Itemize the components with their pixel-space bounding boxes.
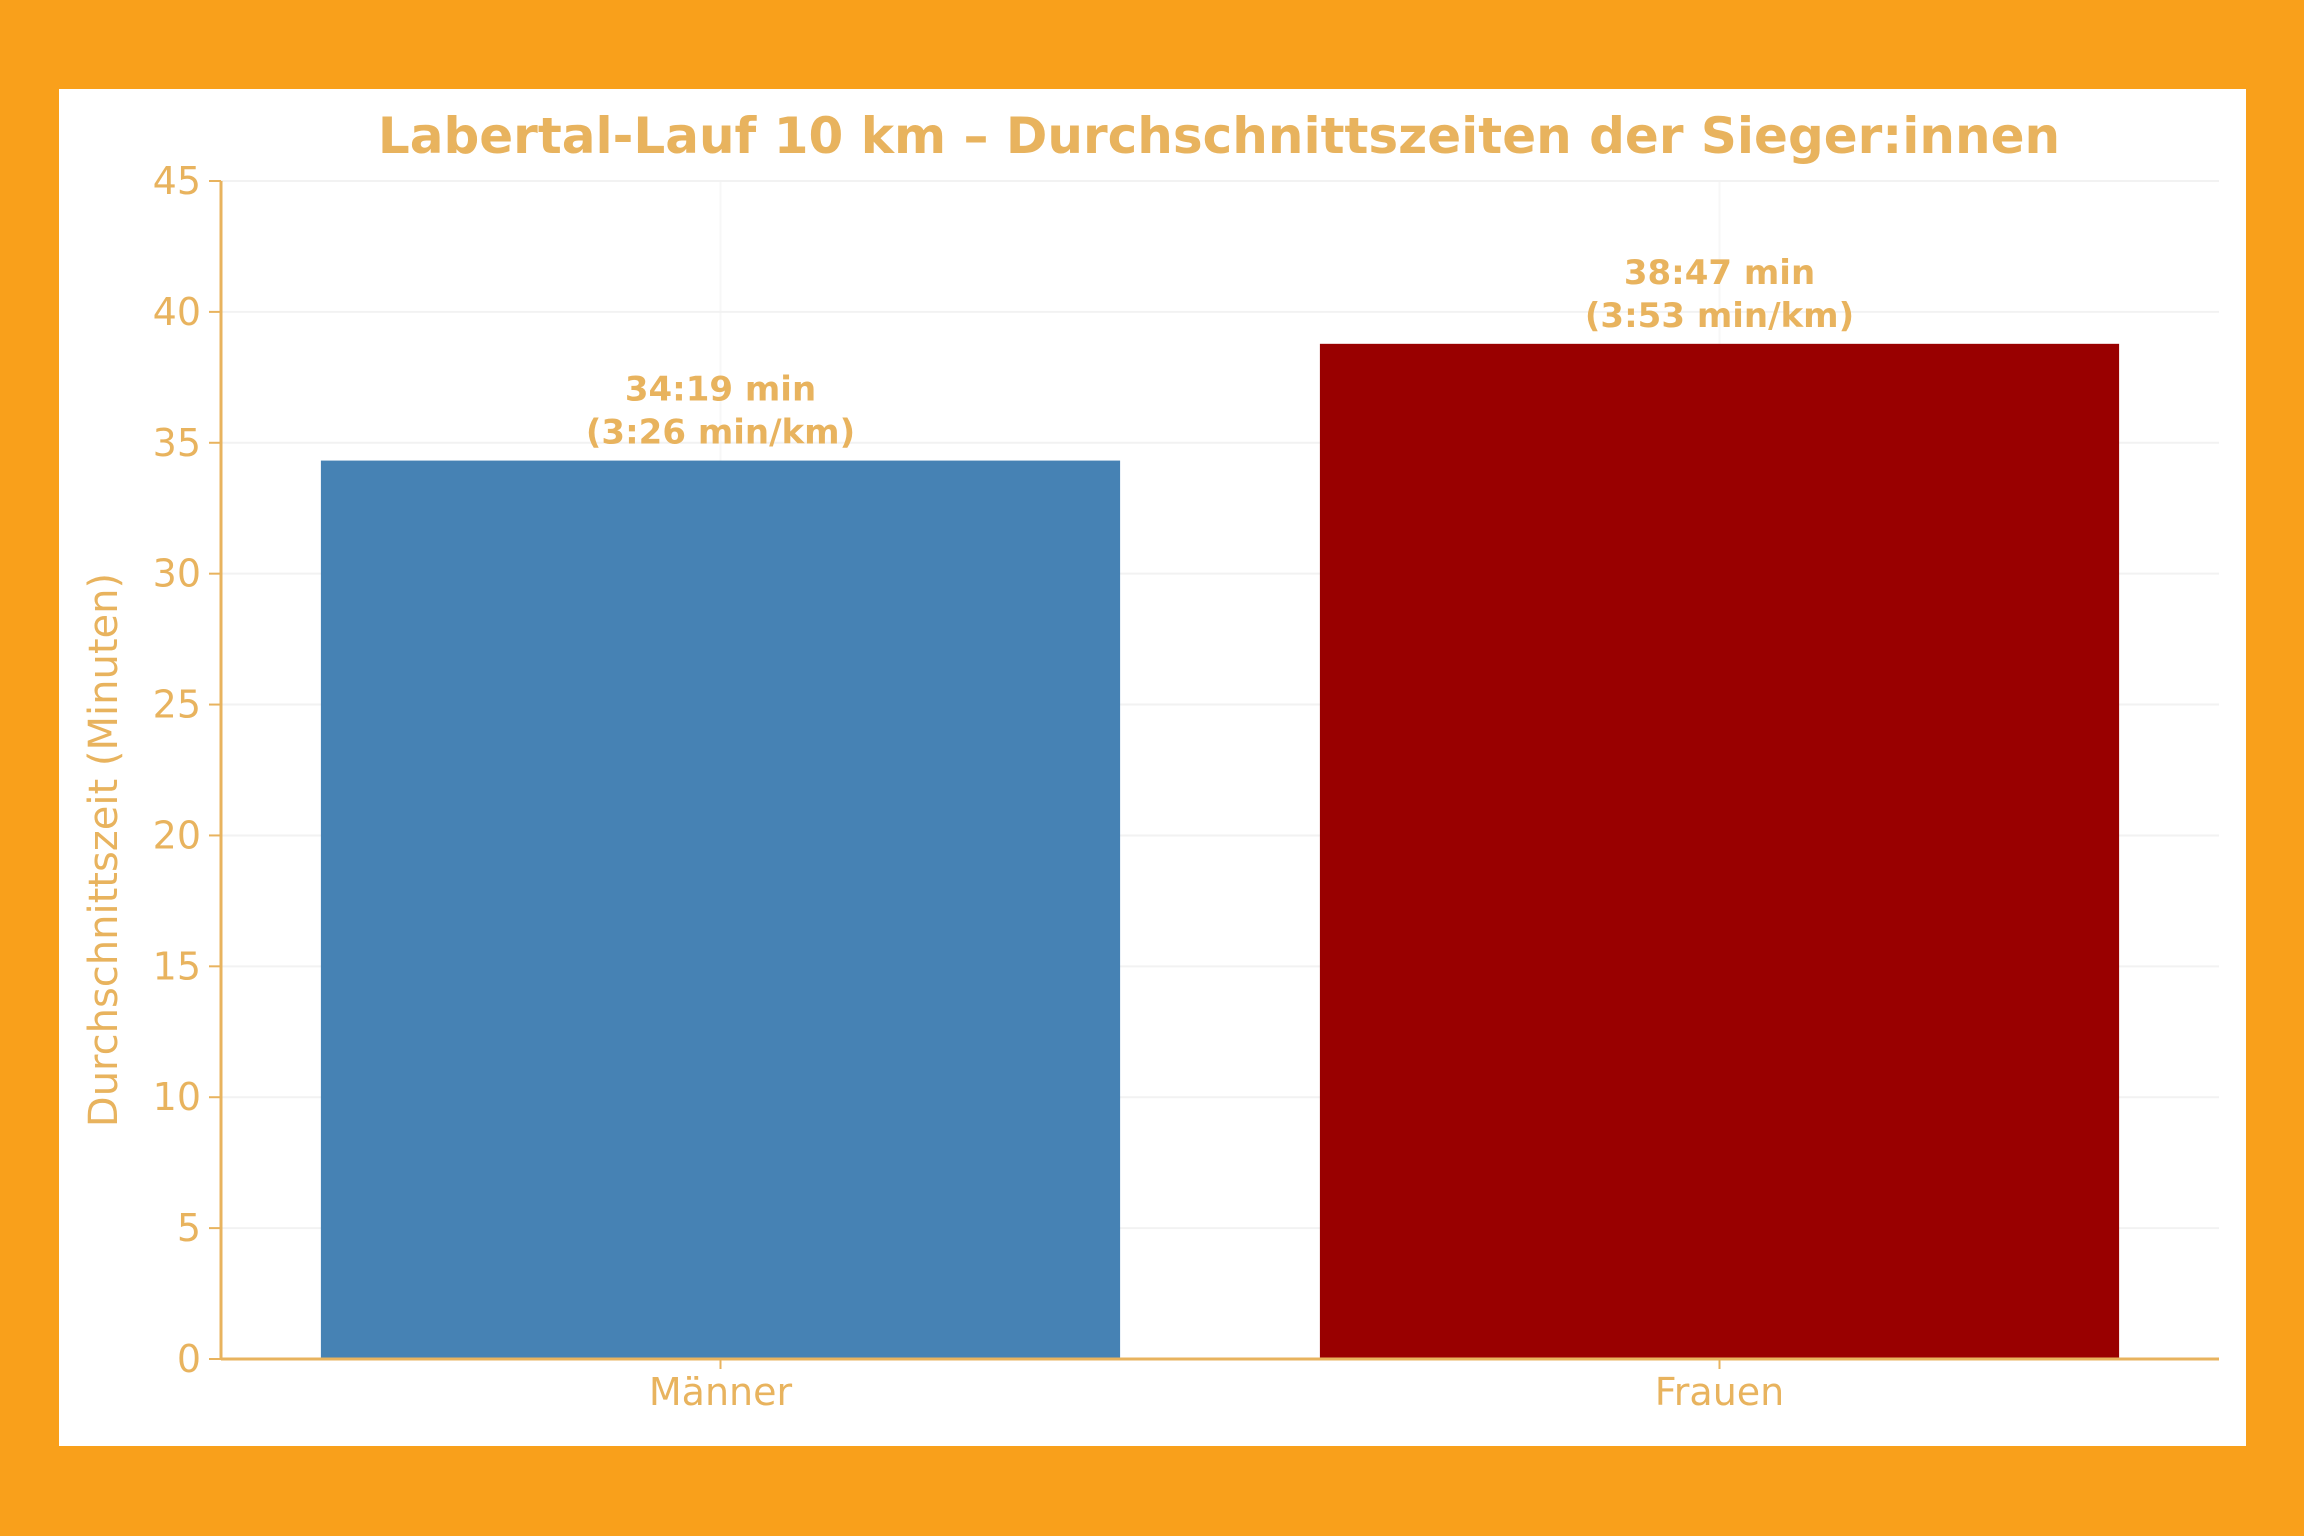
data-label-time: 34:19 min xyxy=(625,370,816,410)
bar-maenner xyxy=(320,460,1121,1359)
y-tick-label: 25 xyxy=(153,683,201,727)
y-axis-title: Durchschnittszeit (Minuten) xyxy=(81,573,127,1127)
data-label-pace: (3:26 min/km) xyxy=(586,413,855,453)
axis-layer xyxy=(219,181,2219,1361)
y-tick-label: 15 xyxy=(153,944,201,988)
data-label-layer: 34:19 min(3:26 min/km) 38:47 min(3:53 min… xyxy=(586,253,1854,453)
y-tick-label: 10 xyxy=(153,1075,201,1119)
bar-layer xyxy=(320,343,2120,1359)
y-tick-label: 45 xyxy=(153,159,201,203)
y-tick-label: 5 xyxy=(177,1206,201,1250)
x-tick-label: Frauen xyxy=(1655,1370,1785,1414)
y-tick-label: 40 xyxy=(153,290,201,334)
chart-title: Labertal-Lauf 10 km – Durchschnittszeite… xyxy=(378,107,2060,165)
data-label-time: 38:47 min xyxy=(1624,253,1815,293)
y-tick-label: 30 xyxy=(153,552,201,596)
bar-frauen xyxy=(1319,343,2120,1359)
y-tick-label: 35 xyxy=(153,421,201,465)
data-label-pace: (3:53 min/km) xyxy=(1585,296,1854,336)
bar-chart: 0 5 10 15 20 25 30 35 40 45 Männer Frauen 34:19 min… xyxy=(81,107,2219,1414)
y-tick-label: 20 xyxy=(153,813,201,857)
tick-layer: 0 5 10 15 20 25 30 35 40 45 Männer Frauen xyxy=(153,159,1785,1414)
x-tick-label: Männer xyxy=(649,1370,793,1414)
y-tick-label: 0 xyxy=(177,1337,201,1381)
chart-frame: 0 5 10 15 20 25 30 35 40 45 Männer Frauen 34:19 min… xyxy=(59,89,2246,1446)
